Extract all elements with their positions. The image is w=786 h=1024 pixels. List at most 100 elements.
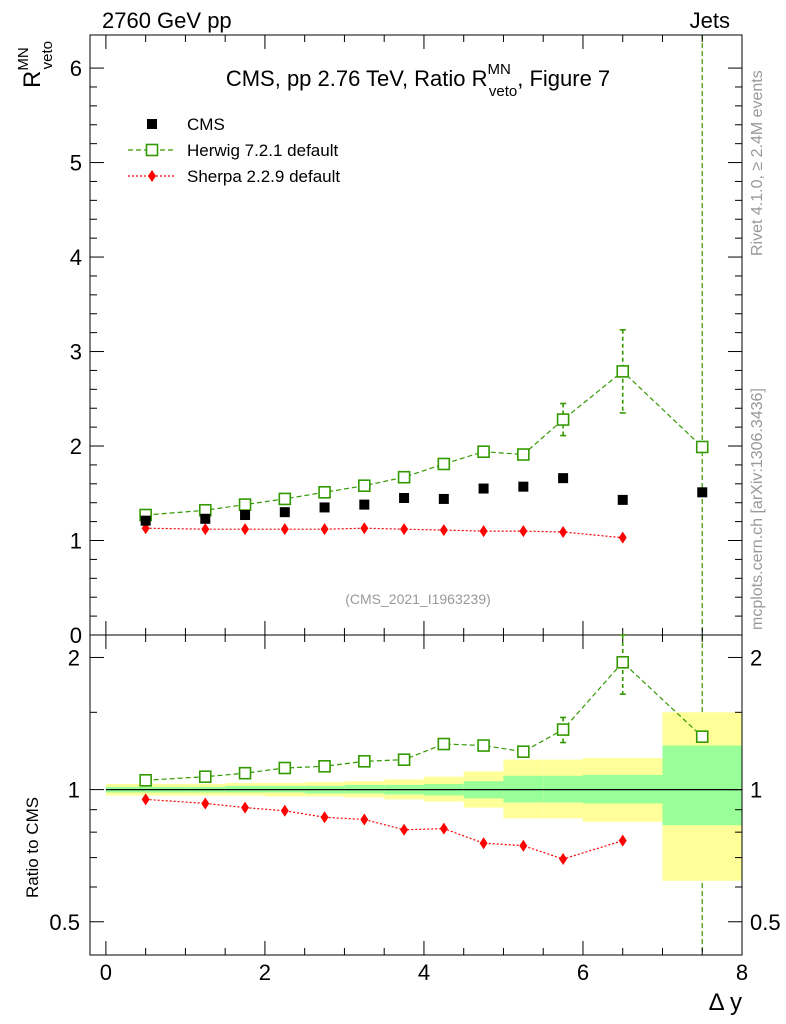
ratio-sherpa-point (559, 852, 568, 865)
x-tick-label: 4 (418, 960, 430, 985)
ratio-herwig-point (397, 753, 411, 766)
herwig-point (477, 445, 490, 458)
herwig-point (616, 365, 630, 378)
ratio-herwig-point (198, 770, 212, 784)
cms-point (140, 515, 151, 526)
herwig-point (238, 498, 252, 511)
x-axis-label: Δ y (709, 989, 742, 1016)
sherpa-point (559, 526, 568, 539)
ratio-y-tick-label: 1 (68, 778, 80, 803)
herwig-point (556, 413, 570, 426)
cms-point (518, 481, 529, 492)
cms-point (558, 473, 569, 484)
ratio-sherpa-line (145, 798, 623, 860)
y-tick-label: 5 (70, 151, 82, 176)
sherpa-point (439, 524, 448, 537)
cms-point (399, 492, 410, 503)
herwig-point (278, 492, 292, 506)
legend-label: Sherpa 2.2.9 default (187, 167, 340, 186)
ratio-sherpa-point (519, 839, 528, 852)
ratio-y-tick-label: 2 (68, 645, 80, 670)
ratio-sherpa-point (280, 804, 289, 817)
ratio-herwig-point (556, 723, 570, 736)
ratio-sherpa-point (479, 837, 488, 850)
analysis-watermark: (CMS_2021_I1963239) (345, 591, 491, 607)
y-axis-label: RMN veto (15, 41, 56, 88)
sherpa-point (360, 522, 369, 535)
sherpa-point (519, 525, 528, 538)
ratio-sherpa-point (400, 823, 409, 836)
herwig-point (318, 486, 331, 499)
ratio-panel: Ratio to CMS 0.5 0.5 1 1 2 2 0 2 4 6 8 Δ y (23, 634, 781, 1016)
ratio-sherpa-point (439, 822, 448, 835)
herwig-point (397, 470, 411, 484)
cms-point (438, 493, 449, 504)
plot-title: CMS, pp 2.76 TeV, Ratio RMN veto, Figure … (226, 61, 610, 100)
ratio-herwig-point (695, 730, 709, 743)
ratio-frame (89, 634, 743, 956)
ratio-herwig-point (437, 737, 451, 751)
x-tick-label: 0 (100, 960, 112, 985)
cms-point (240, 510, 251, 520)
cms-point (279, 507, 290, 518)
ratio-herwig-point (517, 745, 530, 758)
cms-point (697, 487, 708, 498)
ratio-y-axis-label: Ratio to CMS (23, 797, 42, 898)
ratio-sherpa-point (320, 811, 329, 824)
ratio-herwig-point (278, 761, 292, 775)
sherpa-point (280, 523, 289, 536)
y-tick-label: 6 (70, 56, 82, 81)
ratio-y-tick-label-right: 1 (750, 778, 762, 803)
cms-point (319, 502, 330, 513)
sherpa-point (201, 523, 210, 536)
ratio-sherpa-point (360, 813, 369, 826)
main-panel: CMS, pp 2.76 TeV, Ratio RMN veto, Figure … (15, 34, 743, 955)
cms-point (359, 499, 370, 510)
sherpa-point (400, 523, 409, 536)
herwig-point (358, 479, 371, 493)
sherpa-point (320, 523, 329, 536)
y-tick-label: 2 (70, 434, 82, 459)
y-tick-label: 0 (70, 623, 82, 648)
ratio-sherpa-point (241, 801, 250, 814)
ratio-sherpa-point (618, 834, 627, 847)
y-tick-label: 4 (70, 245, 82, 270)
legend-marker (148, 170, 156, 182)
header-right: Jets (690, 8, 730, 33)
header-left: 2760 GeV pp (102, 8, 232, 33)
ratio-herwig-point (139, 774, 152, 787)
y-tick-label: 1 (70, 529, 82, 554)
cms-point (617, 494, 628, 505)
x-tick-label: 6 (577, 960, 589, 985)
herwig-point (437, 457, 451, 471)
legend-marker (147, 119, 157, 129)
ratio-y-tick-label: 0.5 (49, 910, 80, 935)
band-green (662, 745, 742, 826)
cms-point (200, 513, 211, 524)
ratio-y-tick-label-right: 2 (750, 645, 762, 670)
legend-marker (145, 143, 159, 157)
sherpa-point (241, 523, 250, 536)
x-tick-label: 2 (259, 960, 271, 985)
herwig-line (145, 370, 703, 516)
sherpa-point (618, 531, 627, 544)
legend-label: CMS (187, 115, 225, 134)
herwig-point (695, 440, 709, 454)
y-tick-label: 3 (70, 340, 82, 365)
cms-point (478, 483, 489, 494)
sherpa-point (479, 525, 488, 538)
sherpa-line (145, 527, 623, 539)
ratio-herwig-point (616, 655, 630, 669)
side-label-bottom: mcplots.cern.ch [arXiv:1306.3436] (749, 388, 766, 630)
ratio-sherpa-point (201, 797, 210, 810)
legend-label: Herwig 7.2.1 default (187, 141, 338, 160)
ratio-herwig-point (238, 766, 252, 780)
ratio-sherpa-point (141, 793, 150, 806)
herwig-point (517, 448, 530, 461)
x-tick-label: 8 (736, 960, 748, 985)
side-label-top: Rivet 4.1.0, ≥ 2.4M events (749, 70, 766, 256)
ratio-herwig-point (358, 755, 371, 768)
ratio-herwig-point (477, 739, 490, 752)
ratio-y-tick-label-right: 0.5 (750, 910, 781, 935)
